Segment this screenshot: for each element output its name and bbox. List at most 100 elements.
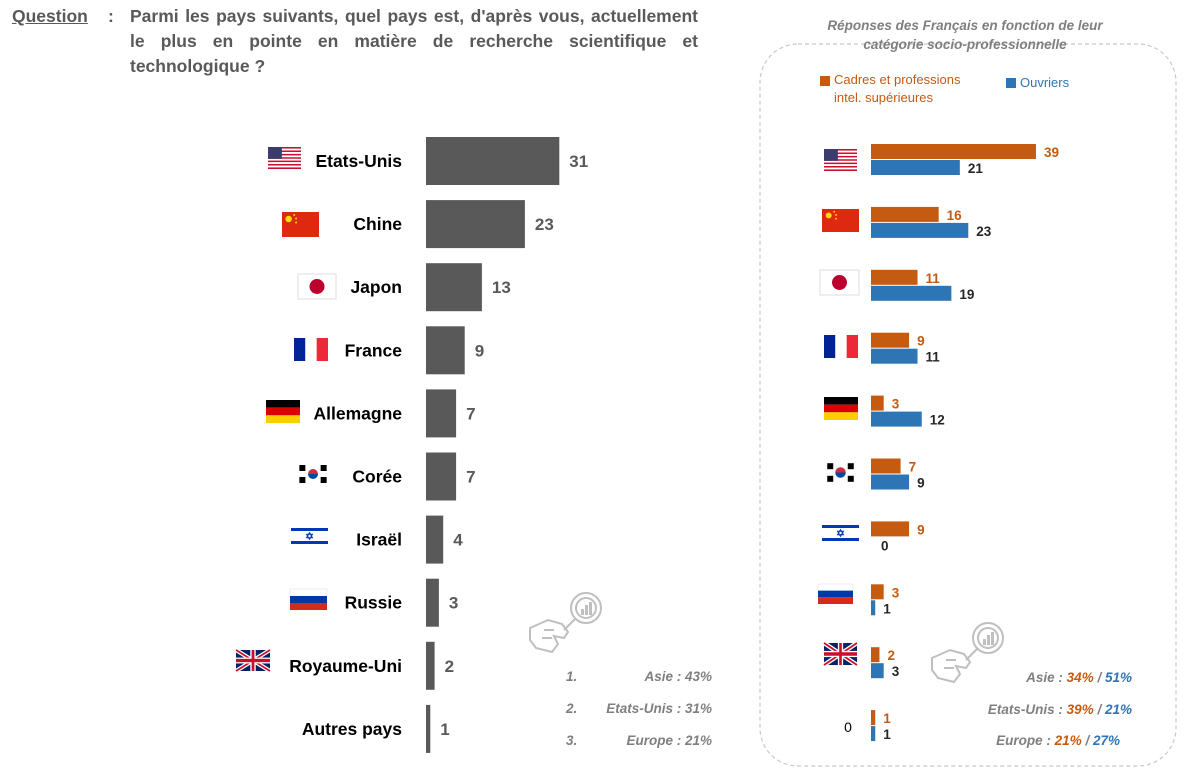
panel-bar-cadres-value: 7 [909,460,917,475]
main-bar [426,704,431,753]
main-value-label: 4 [453,531,463,550]
panel-bar-ouvriers [871,600,876,616]
main-category-label: Allemagne [314,403,403,423]
korea-flag-icon [299,464,327,484]
panel-bar-cadres-value: 2 [887,648,895,663]
legend-swatch-cadres [820,76,830,86]
summary-panel-ouvriers: 51% [1104,670,1132,685]
panel-title: Réponses des Français en fonction de leu… [827,18,1103,52]
main-value-label: 23 [535,215,554,234]
main-category-label: Etats-Unis [315,151,402,171]
panel-bar-cadres-value: 16 [947,208,963,223]
panel-bar-ouvriers-value: 3 [892,664,900,679]
main-bar [426,326,465,375]
question-label: Question [12,6,88,26]
summary-main-text-1: Asie : 43% [644,669,712,684]
panel-bar-ouvriers [871,663,884,679]
panel-bar-ouvriers-value: 9 [917,476,925,491]
uk-flag-icon [822,641,859,667]
israel-flag-icon [822,523,859,543]
summary-panel-label: Etats-Unis : [987,702,1067,717]
us-flag-icon [824,149,857,171]
main-bar [426,515,444,564]
main-value-label: 3 [449,594,458,613]
legend-ouvriers-label: Ouvriers [1020,75,1070,90]
panel-bar-ouvriers-value: 0 [881,538,889,553]
panel-bar-ouvriers-value: 21 [968,161,984,176]
main-category-label: Israël [356,530,402,550]
china-flag-icon [282,212,319,237]
main-value-label: 13 [492,278,511,297]
germany-flag-icon [824,397,858,420]
germany-flag-icon [266,400,300,423]
panel-bar-cadres [871,332,910,348]
main-value-label: 31 [569,152,588,171]
main-value-label: 2 [445,657,454,676]
panel-bar-cadres [871,521,910,537]
israel-flag-icon [291,526,328,546]
summary-panel-cadres: 21% [1054,733,1082,748]
main-value-label: 7 [466,468,475,487]
summary-panel-ouvriers: 21% [1104,702,1132,717]
summary-panel-1: Asie : 34% / 51% [1026,670,1132,685]
uk-flag-icon [234,648,272,673]
summary-panel-cadres: 39% [1066,702,1094,717]
main-category-label: Corée [352,467,402,487]
summary-panel-label: Asie : [1026,670,1067,685]
panel-bar-cadres-value: 3 [892,585,900,600]
summary-main-text-2: Etats-Unis : 31% [606,701,712,716]
summary-main-rank-2: 2. [566,701,578,716]
japan-flag-icon [819,269,860,296]
panel-bar-cadres-value: 11 [926,271,941,286]
main-value-label: 1 [440,720,449,739]
summary-main-rank-1: 1. [566,669,578,684]
panel-bar-cadres [871,710,876,726]
russia-flag-icon [289,588,328,610]
main-bar [426,578,439,627]
main-bar [426,137,560,185]
panel-bar-cadres-value: 9 [917,522,925,537]
summary-panel-sep: / [1081,733,1093,748]
panel-bar-ouvriers-value: 1 [883,601,891,616]
panel-bar-cadres [871,144,1036,159]
magnifier-hand-icon [529,592,602,654]
panel-bar-ouvriers-value: 1 [883,727,891,742]
korea-flag-icon [827,462,854,483]
summary-main-rank-3: 3. [566,733,578,748]
main-bar [426,263,482,312]
panel-bar-cadres [871,584,884,600]
panel-bar-cadres-value: 39 [1044,145,1059,160]
panel-bar-ouvriers [871,222,969,238]
panel-bar-ouvriers [871,348,918,364]
france-flag-icon [294,338,328,361]
summary-panel-label: Europe : [996,733,1055,748]
china-flag-icon [822,209,859,232]
summary-panel-3: Europe : 21% / 27% [996,733,1120,748]
panel-bar-ouvriers-value: 11 [926,350,941,365]
main-category-label: Autres pays [302,719,402,739]
panel-bar-ouvriers [871,474,910,490]
panel-bar-ouvriers-value: 19 [959,287,974,302]
summary-main-text-3: Europe : 21% [626,733,712,748]
main-bar [426,389,457,438]
panel-bar-cadres-value: 3 [892,397,900,412]
summary-panel-sep: / [1093,702,1105,717]
france-flag-icon [824,335,858,358]
main-value-label: 7 [466,404,475,423]
panel-bar-ouvriers [871,726,876,742]
panel-bar-cadres [871,206,939,222]
panel-bar-ouvriers-value: 12 [930,413,945,428]
legend-swatch-ouvriers [1006,78,1016,88]
panel-bar-ouvriers [871,411,922,427]
legend-cadres-label: Cadres et professions intel. supérieures [834,72,961,105]
panel-bar-cadres [871,458,901,474]
panel-bar-cadres-value: 9 [917,334,925,349]
russia-flag-icon [817,583,854,604]
question-text: Parmi les pays suivants, quel pays est, … [130,6,698,76]
main-category-label: Chine [353,214,402,234]
main-value-label: 9 [475,341,484,360]
summary-panel-sep: / [1093,670,1105,685]
panel-bar-cadres-value: 1 [883,711,891,726]
